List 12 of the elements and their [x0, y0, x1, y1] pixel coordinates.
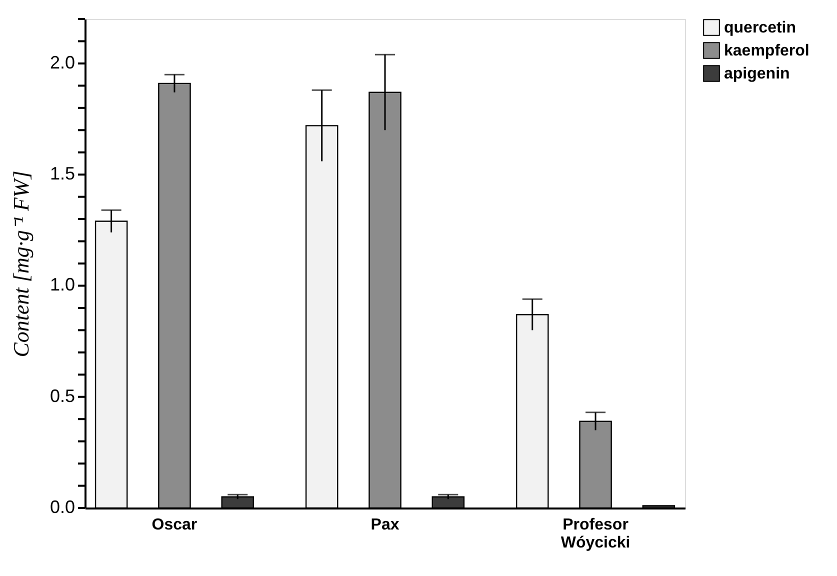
x-tick-label: Oscar: [152, 516, 198, 534]
y-tick-label: 1.5: [50, 164, 75, 184]
x-tick-label: Profesor Wóycicki: [560, 516, 630, 552]
x-tick-label: Pax: [370, 516, 400, 534]
y-tick-label: 0.0: [50, 497, 75, 517]
legend-label: apigenin: [724, 66, 790, 82]
y-axis-title: Content [mg·g⁻¹ FW]: [8, 170, 34, 358]
y-tick-label: 0.5: [50, 386, 75, 406]
legend-label: kaempferol: [724, 42, 810, 60]
legend-label: quercetin: [724, 20, 796, 36]
y-tick-label: 1.0: [50, 274, 75, 295]
y-tick-label: 2.0: [50, 52, 75, 72]
